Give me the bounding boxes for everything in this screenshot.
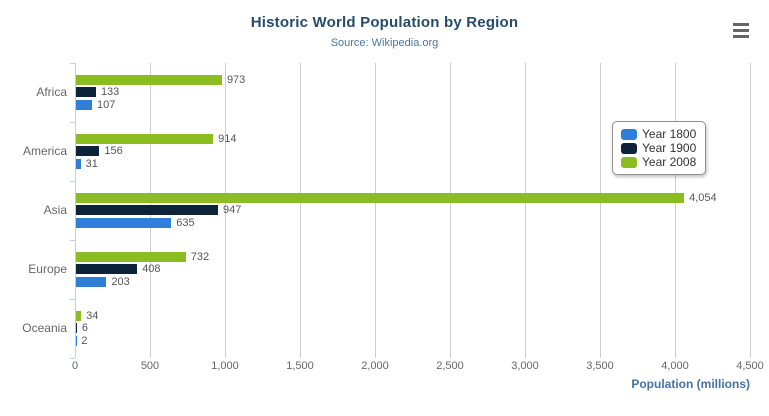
category-axis-line bbox=[75, 63, 76, 358]
data-label: 133 bbox=[100, 86, 120, 98]
x-axis-title: Population (millions) bbox=[631, 377, 750, 391]
data-label: 973 bbox=[226, 74, 246, 86]
category-label-asia: Asia bbox=[43, 203, 67, 217]
gridline bbox=[450, 63, 451, 358]
chart-subtitle: Source: Wikipedia.org bbox=[330, 37, 439, 49]
data-label: 203 bbox=[111, 276, 130, 288]
category-label-europe: Europe bbox=[28, 262, 67, 276]
bar-asia-year-2008[interactable] bbox=[76, 193, 685, 203]
x-axis-tick-label: 2,500 bbox=[436, 360, 464, 372]
bar-america-year-2008[interactable] bbox=[76, 134, 214, 144]
gridline bbox=[600, 63, 601, 358]
bar-africa-year-1800[interactable] bbox=[76, 100, 93, 110]
category-axis-tick bbox=[70, 63, 75, 64]
data-label: 2 bbox=[81, 335, 88, 347]
gridline bbox=[525, 63, 526, 358]
legend-item-label: Year 1900 bbox=[642, 141, 697, 155]
category-axis-tick bbox=[70, 299, 75, 300]
bar-oceania-year-2008[interactable] bbox=[76, 311, 82, 321]
data-label: 156 bbox=[104, 145, 123, 157]
category-axis-tick bbox=[70, 122, 75, 123]
gridline bbox=[300, 63, 301, 358]
category-label-oceania: Oceania bbox=[22, 321, 67, 335]
gridline bbox=[375, 63, 376, 358]
bar-america-year-1900[interactable] bbox=[76, 146, 100, 156]
x-axis-tick-label: 1,500 bbox=[286, 360, 314, 372]
bar-america-year-1800[interactable] bbox=[76, 159, 81, 169]
data-label: 635 bbox=[176, 217, 195, 229]
legend: Year 1800 Year 1900 Year 2008 bbox=[612, 121, 707, 175]
x-axis-tick-label: 4,000 bbox=[661, 360, 689, 372]
data-label: 947 bbox=[223, 204, 242, 216]
chart-title: Historic World Population by Region bbox=[250, 14, 519, 31]
bar-africa-year-2008[interactable] bbox=[76, 75, 222, 85]
gridline bbox=[750, 63, 751, 358]
legend-swatch bbox=[621, 142, 637, 154]
bar-oceania-year-1900[interactable] bbox=[76, 323, 77, 333]
x-axis-tick-label: 2,000 bbox=[361, 360, 389, 372]
data-label: 31 bbox=[85, 158, 98, 170]
bar-europe-year-1900[interactable] bbox=[76, 264, 138, 274]
gridline bbox=[675, 63, 676, 358]
x-axis-tick-label: 0 bbox=[71, 360, 79, 372]
bar-europe-year-2008[interactable] bbox=[76, 252, 186, 262]
data-label: 34 bbox=[86, 310, 99, 322]
bar-asia-year-1800[interactable] bbox=[76, 218, 172, 228]
x-axis-tick-label: 3,500 bbox=[586, 360, 614, 372]
data-label: 107 bbox=[97, 99, 116, 111]
hamburger-icon bbox=[733, 29, 749, 32]
x-axis-tick-label: 1,000 bbox=[211, 360, 239, 372]
gridline bbox=[225, 63, 226, 358]
category-axis-tick bbox=[70, 181, 75, 182]
legend-swatch bbox=[621, 156, 637, 168]
hamburger-icon bbox=[733, 35, 749, 38]
data-label: 4,054 bbox=[689, 192, 717, 204]
bar-africa-year-1900[interactable] bbox=[76, 87, 96, 97]
data-label: 6 bbox=[81, 322, 89, 334]
legend-swatch bbox=[621, 128, 637, 140]
category-axis-tick bbox=[70, 240, 75, 241]
category-label-africa: Africa bbox=[36, 85, 67, 99]
data-label: 732 bbox=[190, 251, 210, 263]
category-axis-tick bbox=[70, 358, 75, 359]
legend-item-year-2008[interactable]: Year 2008 bbox=[621, 155, 696, 169]
legend-item-label: Year 2008 bbox=[642, 155, 697, 169]
hamburger-icon bbox=[733, 23, 749, 26]
x-axis-tick-label: 3,000 bbox=[511, 360, 539, 372]
bar-europe-year-1800[interactable] bbox=[76, 277, 107, 287]
x-axis-tick-label: 4,500 bbox=[736, 360, 764, 372]
legend-item-year-1900[interactable]: Year 1900 bbox=[621, 141, 696, 155]
legend-item-year-1800[interactable]: Year 1800 bbox=[621, 127, 696, 141]
data-label: 408 bbox=[142, 263, 161, 275]
category-label-america: America bbox=[22, 144, 67, 158]
bar-asia-year-1900[interactable] bbox=[76, 205, 219, 215]
x-axis-tick-label: 500 bbox=[140, 360, 160, 372]
export-menu-button[interactable] bbox=[730, 21, 752, 40]
data-label: 914 bbox=[218, 133, 237, 145]
legend-item-label: Year 1800 bbox=[642, 127, 697, 141]
